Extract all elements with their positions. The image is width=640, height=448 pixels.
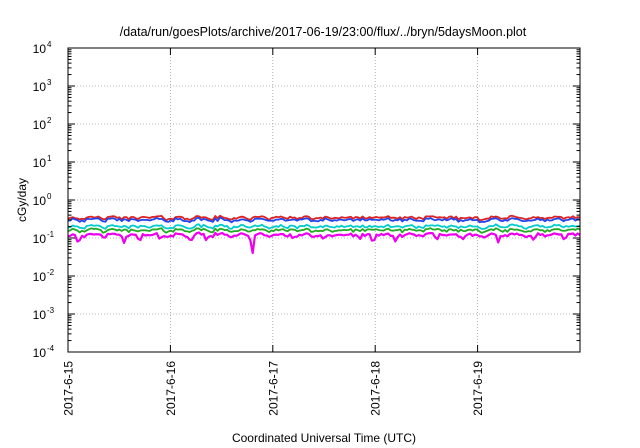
x-tick-label: 2017-6-15 [62,361,76,416]
y-tick-label: 10 [33,194,47,208]
y-tick-label: 10 [33,308,47,322]
y-tick-exponent: 3 [47,78,52,87]
y-tick-exponent: -4 [47,344,55,353]
x-tick-label: 2017-6-16 [164,361,178,416]
y-tick-label: 10 [33,80,47,94]
y-tick-exponent: 2 [47,116,52,125]
y-axis-label: cGy/day [15,178,29,222]
y-tick-exponent: 1 [47,154,52,163]
x-axis-label: Coordinated Universal Time (UTC) [232,431,416,445]
y-tick-label: 10 [33,232,47,246]
y-tick-label: 10 [33,270,47,284]
y-tick-label: 10 [33,346,47,360]
series-layer [67,214,581,255]
series-line [67,227,581,234]
y-tick-label: 10 [33,156,47,170]
y-tick-label: 10 [33,118,47,132]
x-tick-label: 2017-6-17 [266,361,280,416]
series-line [67,223,581,230]
y-tick-exponent: -3 [47,306,55,315]
series-line [67,231,581,255]
y-tick-exponent: -2 [47,268,55,277]
y-tick-label: 10 [33,42,47,56]
x-axis: 2017-6-15 2017-6-16 2017-6-17 2017-6-18 2017… [62,48,485,416]
series-line [67,216,581,224]
series-line [67,214,581,222]
y-tick-exponent: -1 [47,230,55,239]
x-tick-label: 2017-6-19 [471,361,485,416]
x-tick-label: 2017-6-18 [369,361,383,416]
y-tick-exponent: 4 [47,40,52,49]
grid [67,48,580,352]
y-tick-exponent: 0 [47,192,52,201]
chart-title: /data/run/goesPlots/archive/2017-06-19/2… [120,25,527,39]
